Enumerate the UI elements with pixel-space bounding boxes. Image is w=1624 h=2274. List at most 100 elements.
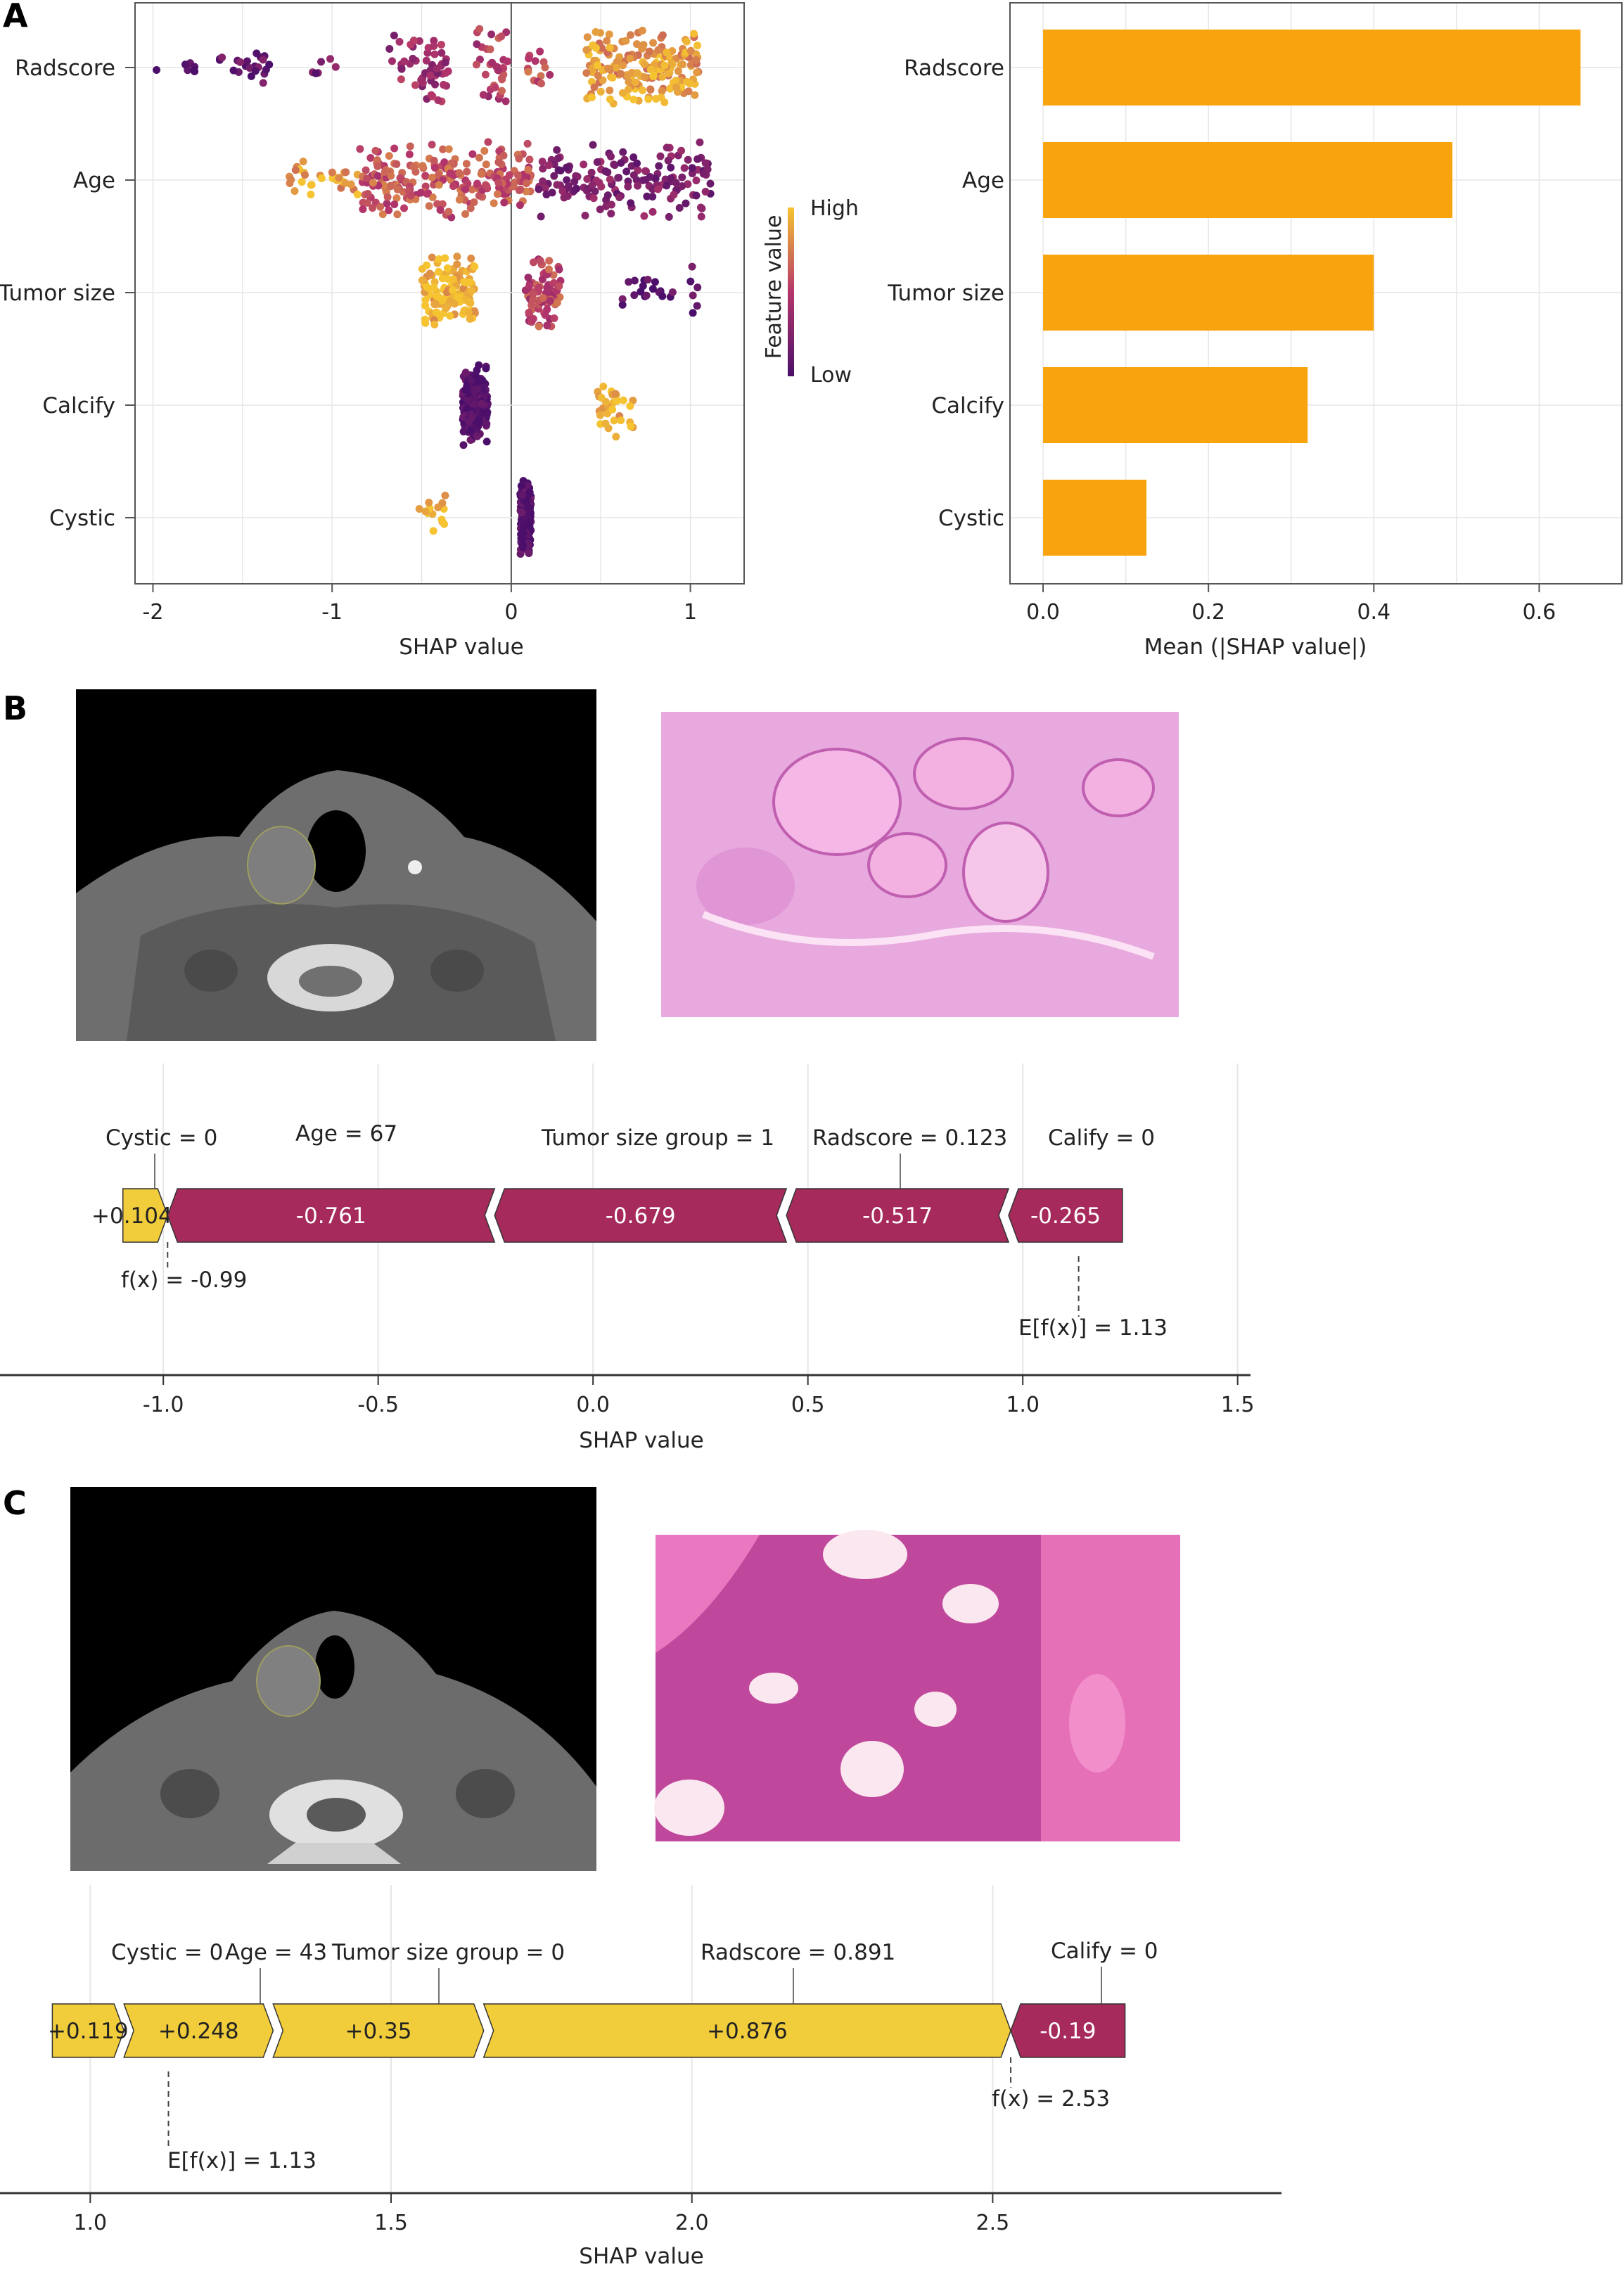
force-b-x-axis-title: SHAP value xyxy=(579,1428,703,1453)
beeswarm-point xyxy=(684,180,692,189)
force-segment-value: +0.248 xyxy=(158,2019,239,2044)
beeswarm-point xyxy=(590,83,599,91)
beeswarm-point xyxy=(435,255,443,263)
beeswarm-point xyxy=(415,505,423,513)
beeswarm-point xyxy=(632,78,640,87)
beeswarm-point xyxy=(247,72,255,80)
beeswarm-point xyxy=(515,186,523,195)
beeswarm-point xyxy=(328,168,336,177)
beeswarm-point xyxy=(428,253,436,262)
beeswarm-point xyxy=(525,54,533,63)
beeswarm-point xyxy=(335,174,343,182)
beeswarm-point xyxy=(649,39,658,47)
beeswarm-point xyxy=(482,160,490,169)
beeswarm-point xyxy=(535,283,543,292)
beeswarm-point xyxy=(428,173,436,181)
beeswarm-point xyxy=(601,167,610,176)
beeswarm-point xyxy=(658,31,667,39)
force-segment-value: +0.876 xyxy=(707,2019,788,2044)
beeswarm-point xyxy=(596,205,604,214)
beeswarm-point xyxy=(525,281,534,290)
beeswarm-x-tick-label: -1 xyxy=(321,600,343,625)
beeswarm-point xyxy=(553,146,561,154)
beeswarm-point xyxy=(500,198,509,207)
beeswarm-point xyxy=(317,174,326,182)
force-c-x-ticks: 1.0 1.5 2.0 2.5 xyxy=(73,2193,1009,2235)
force-b-fx-label: f(x) = -0.99 xyxy=(121,1267,247,1293)
beeswarm-point xyxy=(430,50,439,58)
beeswarm-point xyxy=(487,30,496,39)
beeswarm-point xyxy=(416,189,425,197)
beeswarm-y-label: Tumor size xyxy=(0,281,115,306)
beeswarm-point xyxy=(622,37,630,45)
importance-bar xyxy=(1043,480,1146,556)
beeswarm-point xyxy=(363,198,371,207)
importance-y-label: Radscore xyxy=(904,56,1004,81)
beeswarm-x-axis-title: SHAP value xyxy=(399,634,523,660)
importance-bar xyxy=(1043,30,1581,106)
beeswarm-point xyxy=(453,253,461,261)
beeswarm-point xyxy=(614,174,622,182)
beeswarm-point xyxy=(654,46,663,54)
beeswarm-point xyxy=(678,173,686,181)
force-x-tick-label: 2.5 xyxy=(976,2211,1010,2235)
beeswarm-point xyxy=(679,60,687,69)
beeswarm-point xyxy=(471,262,479,271)
beeswarm-point xyxy=(291,166,300,174)
beeswarm-point xyxy=(553,181,561,189)
beeswarm-point xyxy=(480,146,489,155)
beeswarm-point xyxy=(640,73,648,82)
beeswarm-point xyxy=(601,419,610,428)
beeswarm-point xyxy=(619,148,627,156)
beeswarm-point xyxy=(594,72,602,80)
force-b-annotations: f(x) = -0.99 E[f(x)] = 1.13 xyxy=(121,1242,1168,1341)
beeswarm-point xyxy=(466,204,475,212)
beeswarm-x-ticks: -2 -1 0 1 xyxy=(143,584,697,625)
force-segment-value: +0.104 xyxy=(91,1203,172,1229)
importance-x-tick-label: 0.6 xyxy=(1523,600,1556,625)
beeswarm-point xyxy=(418,162,427,170)
beeswarm-point xyxy=(525,155,534,164)
beeswarm-point xyxy=(524,165,532,174)
beeswarm-point xyxy=(658,292,667,300)
beeswarm-point xyxy=(397,65,406,73)
beeswarm-point xyxy=(588,181,596,189)
beeswarm-point xyxy=(450,300,459,308)
beeswarm-point xyxy=(218,53,226,62)
beeswarm-point xyxy=(629,95,638,103)
beeswarm-point xyxy=(513,171,522,179)
beeswarm-point xyxy=(503,57,511,65)
beeswarm-point xyxy=(475,191,483,200)
beeswarm-point xyxy=(467,286,475,295)
beeswarm-point xyxy=(596,411,604,419)
beeswarm-point xyxy=(437,40,445,49)
beeswarm-point xyxy=(667,163,675,172)
beeswarm-point xyxy=(501,97,510,106)
force-segment xyxy=(786,1188,1010,1243)
beeswarm-point xyxy=(470,386,478,395)
beeswarm-point xyxy=(680,164,689,172)
beeswarm-point xyxy=(516,201,524,210)
beeswarm-point xyxy=(608,405,617,414)
beeswarm-point xyxy=(606,175,614,184)
force-feature-label: Califу = 0 xyxy=(1051,1938,1158,1964)
beeswarm-point xyxy=(542,191,551,199)
beeswarm-point xyxy=(298,178,306,186)
beeswarm-point xyxy=(490,199,498,207)
beeswarm-point xyxy=(421,507,430,516)
beeswarm-point xyxy=(459,428,468,436)
beeswarm-point xyxy=(445,207,453,216)
beeswarm-point xyxy=(468,150,477,158)
beeswarm-point xyxy=(471,307,479,315)
beeswarm-point xyxy=(363,174,371,183)
force-segment xyxy=(482,2003,1011,2058)
force-segment-value: -0.19 xyxy=(1040,2019,1096,2044)
beeswarm-point xyxy=(251,67,260,75)
beeswarm-point xyxy=(353,191,362,199)
force-segment xyxy=(1010,2003,1126,2058)
beeswarm-point xyxy=(666,84,674,93)
beeswarm-point xyxy=(528,296,537,305)
beeswarm-point xyxy=(545,257,554,265)
beeswarm-point xyxy=(153,65,161,74)
